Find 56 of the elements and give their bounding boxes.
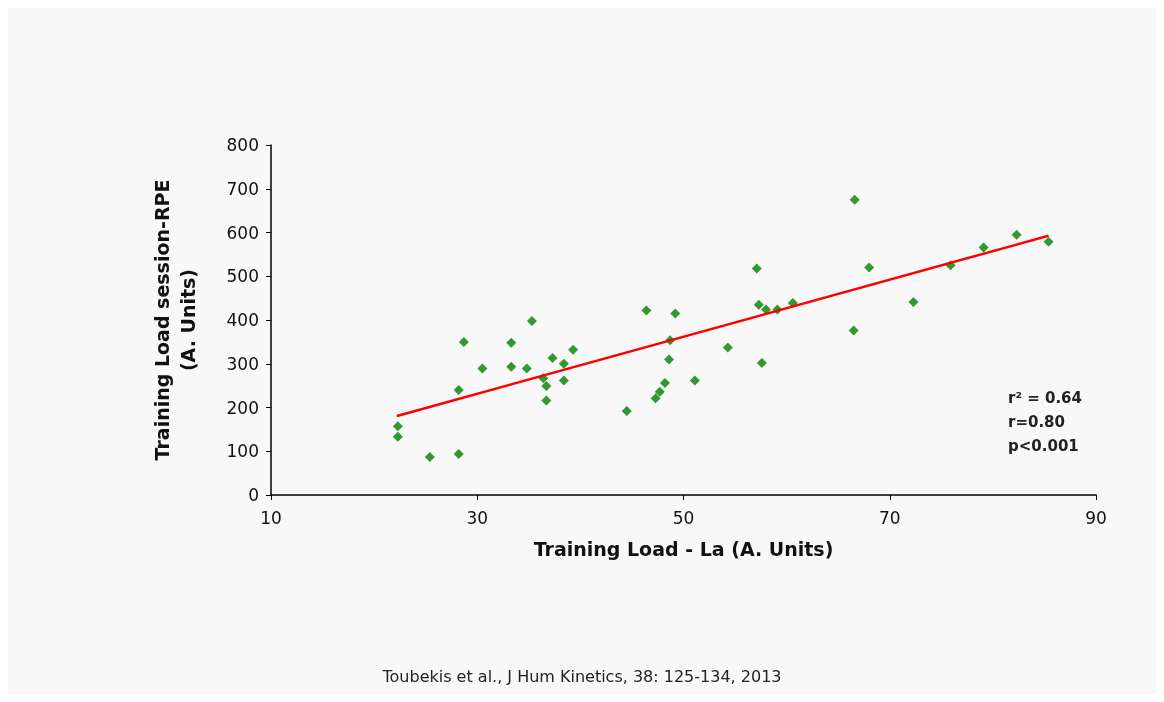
- point: [664, 354, 675, 365]
- point: [424, 451, 435, 462]
- point: [753, 299, 764, 310]
- point: [650, 393, 661, 404]
- point: [453, 448, 464, 459]
- point: [392, 421, 403, 432]
- y-tick-label: 600: [226, 222, 259, 243]
- y-tick-label: 100: [226, 441, 259, 462]
- point: [864, 262, 875, 273]
- y-tick-label: 800: [226, 135, 259, 155]
- point: [659, 378, 670, 388]
- point: [641, 305, 652, 316]
- point: [526, 315, 537, 326]
- point: [541, 381, 552, 392]
- annotation: p<0.001: [1007, 436, 1079, 455]
- point: [453, 385, 464, 395]
- point: [978, 242, 989, 253]
- point: [1043, 236, 1054, 247]
- point: [558, 375, 569, 386]
- annotation: r=0.80: [1008, 412, 1065, 431]
- point: [908, 297, 919, 308]
- point: [521, 363, 532, 374]
- point: [1011, 229, 1022, 240]
- x-tick-label: 90: [1085, 507, 1107, 528]
- x-axis-title: Training Load - La (A. Units): [533, 537, 834, 560]
- point: [458, 336, 469, 347]
- point: [506, 337, 517, 348]
- text: Toubekis et al., J Hum Kinetics, 38: 125-134, 2013: [381, 666, 782, 686]
- y-axis-title: Training Load session-RPE (A. Units): [151, 179, 199, 461]
- y-tick-label: 300: [226, 353, 259, 374]
- point: [722, 342, 733, 353]
- x-tick-label: 30: [466, 507, 489, 528]
- annotation: r² = 0.64: [1007, 388, 1082, 407]
- point: [392, 431, 403, 442]
- point: [477, 363, 488, 374]
- point: [558, 358, 569, 369]
- point: [751, 263, 762, 274]
- y-tick-label: 200: [226, 397, 259, 418]
- y-tick-label: 500: [226, 266, 259, 287]
- x-tick-label: 10: [260, 507, 282, 528]
- point: [547, 353, 558, 364]
- x-tick-label: 50: [672, 507, 695, 528]
- point: [506, 361, 517, 372]
- point: [621, 406, 632, 416]
- y-tick-label: 0: [248, 485, 259, 505]
- y-tick-label: 700: [226, 178, 259, 199]
- point: [670, 308, 681, 319]
- point: [541, 395, 552, 406]
- y-tick-label: 400: [226, 310, 259, 330]
- point: [756, 357, 767, 368]
- point: [689, 375, 700, 386]
- point: [568, 344, 579, 355]
- point: [848, 325, 859, 336]
- x-tick-label: 70: [878, 507, 901, 528]
- point: [849, 194, 860, 205]
- point: [654, 386, 665, 397]
